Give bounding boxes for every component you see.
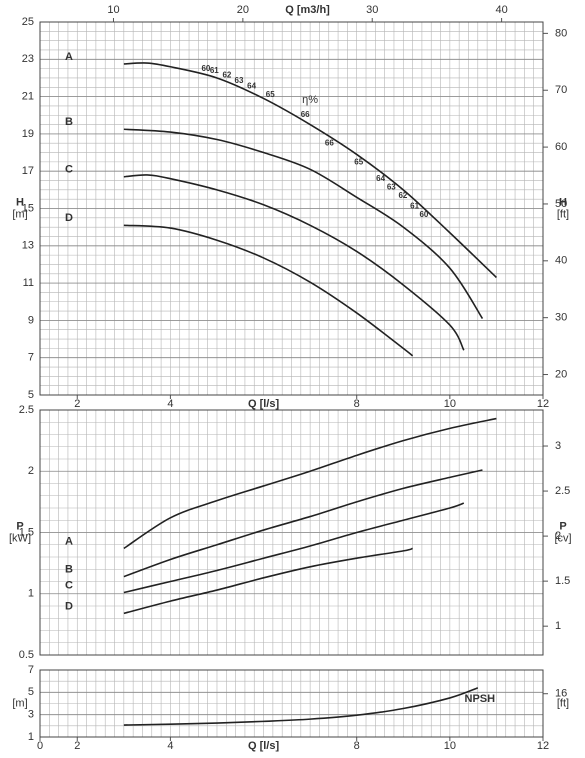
curve-label: C xyxy=(65,579,73,591)
x-tick-label: 4 xyxy=(167,740,173,752)
y2-tick-label: 3 xyxy=(555,440,561,452)
y-tick-label: 5 xyxy=(28,686,34,698)
y2-axis-title: H xyxy=(559,196,567,208)
curve-label: B xyxy=(65,116,73,128)
y-tick-label: 23 xyxy=(22,53,34,65)
efficiency-label: 60 xyxy=(201,64,210,73)
y-tick-label: 19 xyxy=(22,128,34,140)
y-tick-label: 2.5 xyxy=(19,404,34,416)
y-axis-title: [m] xyxy=(12,208,27,220)
y-axis-title: P xyxy=(16,520,23,532)
efficiency-label: 65 xyxy=(266,90,275,99)
plot-frame xyxy=(39,409,544,656)
plot-frame xyxy=(39,21,544,396)
y-tick-label: 25 xyxy=(22,16,34,28)
y-axis-title: [m] xyxy=(12,697,27,709)
efficiency-label: 64 xyxy=(376,174,385,183)
y-tick-label: 15 xyxy=(22,202,34,214)
y2-axis-title: [ft] xyxy=(557,697,569,709)
x-axis-title: Q [l/s] xyxy=(248,740,280,752)
efficiency-label: 63 xyxy=(235,76,244,85)
x-axis-title: Q [l/s] xyxy=(248,398,280,410)
y2-tick-label: 70 xyxy=(555,84,567,96)
y2-tick-label: 50 xyxy=(555,198,567,210)
x2-tick-label: 10 xyxy=(107,4,119,16)
y-axis-title: H xyxy=(16,196,24,208)
efficiency-label: 61 xyxy=(210,66,219,75)
x-tick-label: 2 xyxy=(74,740,80,752)
y-tick-label: 17 xyxy=(22,165,34,177)
y2-tick-label: 40 xyxy=(555,255,567,267)
y2-tick-label: 2 xyxy=(555,530,561,542)
curve-label: A xyxy=(65,535,73,547)
x-tick-label: 12 xyxy=(537,398,549,410)
y-axis-title: [kW] xyxy=(9,532,31,544)
y2-tick-label: 2.5 xyxy=(555,485,570,497)
x-tick-label: 12 xyxy=(537,740,549,752)
x-tick-label: 10 xyxy=(444,740,456,752)
x2-tick-label: 20 xyxy=(237,4,249,16)
curve-label: B xyxy=(65,564,73,576)
efficiency-label: 62 xyxy=(222,71,231,80)
curve xyxy=(123,62,497,279)
y-tick-label: 1 xyxy=(28,731,34,743)
curve-label: NPSH xyxy=(465,693,496,705)
y2-tick-label: 1 xyxy=(555,620,561,632)
curve-label: D xyxy=(65,212,73,224)
y-tick-label: 5 xyxy=(28,389,34,401)
y2-tick-label: 1.5 xyxy=(555,575,570,587)
x2-axis-title: Q [m3/h] xyxy=(285,4,330,16)
x-tick-label: 8 xyxy=(354,740,360,752)
x2-tick-label: 30 xyxy=(366,4,378,16)
y2-axis-title: [ft] xyxy=(557,208,569,220)
y2-tick-label: 60 xyxy=(555,141,567,153)
curve xyxy=(123,128,484,319)
y2-tick-label: 20 xyxy=(555,368,567,380)
curve-label: A xyxy=(65,51,73,63)
curve-label: D xyxy=(65,600,73,612)
curve xyxy=(123,469,483,578)
y-tick-label: 21 xyxy=(22,91,34,103)
y-tick-label: 1 xyxy=(28,588,34,600)
x-tick-label: 2 xyxy=(74,398,80,410)
y2-tick-label: 16 xyxy=(555,688,567,700)
y2-axis-title: [cv] xyxy=(554,532,571,544)
efficiency-label: 62 xyxy=(398,191,407,200)
x-tick-label: 8 xyxy=(354,398,360,410)
y-tick-label: 3 xyxy=(28,709,34,721)
curve-label: C xyxy=(65,164,73,176)
efficiency-label: 66 xyxy=(325,139,334,148)
curve xyxy=(123,687,479,726)
curve xyxy=(123,174,465,351)
y-tick-label: 0.5 xyxy=(19,649,34,661)
plot-frame xyxy=(39,669,544,738)
efficiency-label: 65 xyxy=(354,158,363,167)
x-tick-label: 10 xyxy=(444,398,456,410)
curve xyxy=(123,502,465,594)
y-tick-label: 7 xyxy=(28,664,34,676)
x-tick-label: 4 xyxy=(167,398,173,410)
efficiency-label: 66 xyxy=(301,110,310,119)
efficiency-title: η% xyxy=(302,94,318,106)
y-tick-label: 1.5 xyxy=(19,526,34,538)
y2-axis-title: P xyxy=(559,520,566,532)
efficiency-label: 64 xyxy=(247,81,256,90)
y-tick-label: 13 xyxy=(22,240,34,252)
y-tick-label: 7 xyxy=(28,352,34,364)
efficiency-label: 63 xyxy=(387,182,396,191)
efficiency-label: 60 xyxy=(419,210,428,219)
curve xyxy=(123,417,497,550)
y-tick-label: 11 xyxy=(23,277,34,289)
x2-tick-label: 40 xyxy=(495,4,507,16)
y-tick-label: 2 xyxy=(28,465,34,477)
efficiency-label: 61 xyxy=(410,202,419,211)
curve xyxy=(123,224,414,357)
x-tick-label: 0 xyxy=(37,740,43,752)
y2-tick-label: 30 xyxy=(555,312,567,324)
curve xyxy=(123,547,413,615)
y2-tick-label: 80 xyxy=(555,27,567,39)
y-tick-label: 9 xyxy=(28,314,34,326)
